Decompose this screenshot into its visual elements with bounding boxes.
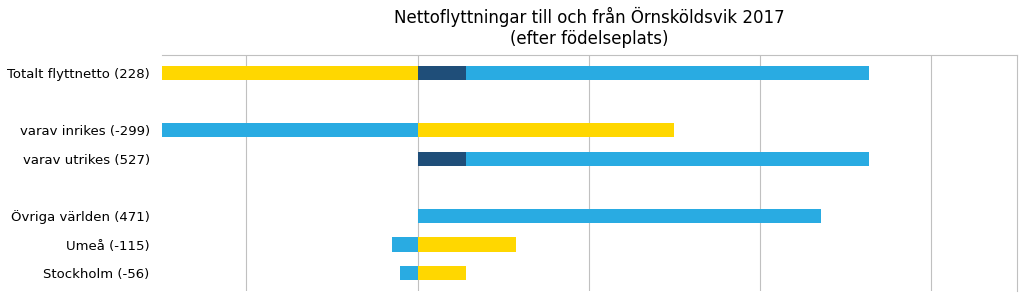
- Bar: [418, 151, 466, 166]
- Title: Nettoflyttningar till och från Örnsköldsvik 2017
(efter födelseplats): Nettoflyttningar till och från Örnskölds…: [394, 7, 784, 48]
- Bar: [418, 209, 821, 223]
- Bar: [162, 123, 418, 137]
- Bar: [466, 66, 869, 80]
- Bar: [418, 238, 516, 252]
- Bar: [418, 66, 466, 80]
- Bar: [466, 151, 869, 166]
- Bar: [400, 266, 418, 280]
- Bar: [418, 266, 466, 280]
- Bar: [392, 238, 418, 252]
- Bar: [418, 123, 674, 137]
- Bar: [162, 66, 418, 80]
